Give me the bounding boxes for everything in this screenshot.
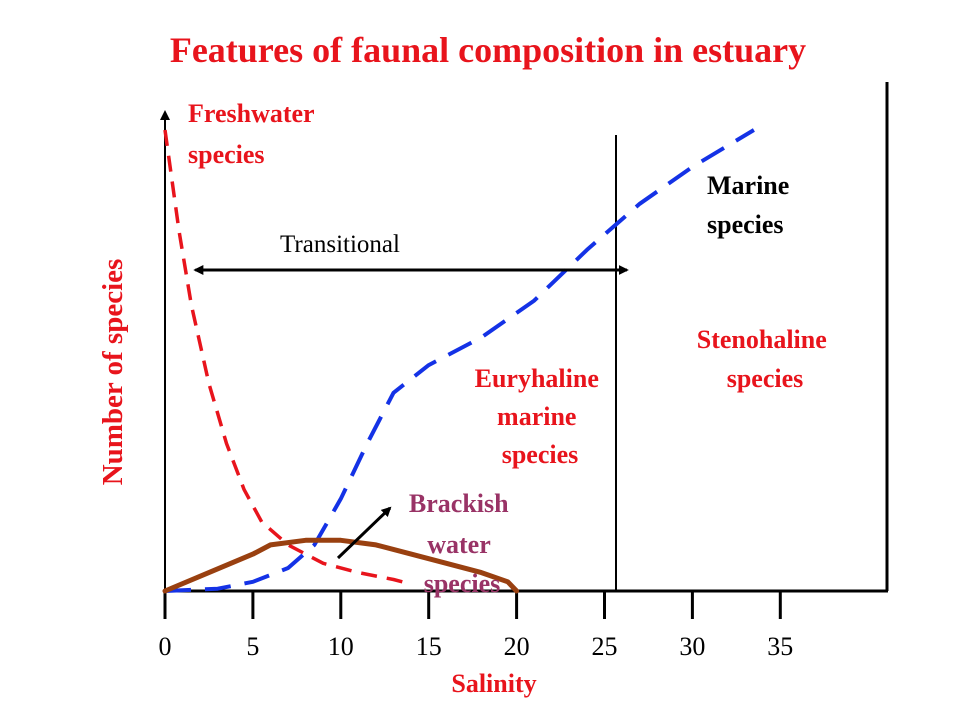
brackish-label-line1: Brackish — [409, 489, 509, 518]
brackish-pointer-arrow — [336, 506, 392, 560]
marine-label-line2: species — [707, 210, 784, 239]
x-tick-label: 20 — [504, 632, 530, 661]
x-tick-label: 30 — [679, 632, 705, 661]
brackish-label-line3: species — [424, 569, 501, 598]
series-lines — [162, 128, 755, 594]
marine-label: Marine species — [707, 171, 796, 239]
marine-curve — [164, 128, 755, 593]
euryhaline-label-line1: Euryhaline — [475, 364, 599, 393]
x-tick-label: 35 — [767, 632, 793, 661]
euryhaline-label: Euryhaline marine species — [475, 364, 606, 469]
x-axis-label: Salinity — [451, 669, 536, 698]
euryhaline-label-line3: species — [502, 440, 579, 469]
euryhaline-label-line2: marine — [497, 402, 576, 431]
y-axis-label: Number of species — [97, 259, 129, 486]
stenohaline-label-line2: species — [727, 364, 804, 393]
freshwater-label: Freshwater species — [188, 99, 321, 169]
brackish-curve — [162, 537, 520, 594]
brackish-label: Brackish water species — [409, 489, 515, 598]
x-axis-ticks: 0 5 10 15 20 25 30 35 — [159, 591, 793, 661]
region-dividers — [615, 82, 889, 591]
freshwater-label-line1: Freshwater — [188, 99, 314, 128]
marine-label-line1: Marine — [707, 171, 789, 200]
brackish-label-line2: water — [427, 530, 490, 559]
x-tick-label: 25 — [592, 632, 618, 661]
freshwater-label-line2: species — [188, 140, 265, 169]
stenohaline-label-line1: Stenohaline — [697, 325, 827, 354]
transitional-label: Transitional — [280, 231, 400, 258]
freshwater-curve — [163, 129, 412, 586]
x-tick-label: 5 — [246, 632, 259, 661]
chart-title: Features of faunal composition in estuar… — [170, 30, 806, 70]
stenohaline-label: Stenohaline species — [697, 325, 834, 393]
x-tick-label: 10 — [328, 632, 354, 661]
x-tick-label: 15 — [416, 632, 442, 661]
x-tick-label: 0 — [159, 632, 172, 661]
